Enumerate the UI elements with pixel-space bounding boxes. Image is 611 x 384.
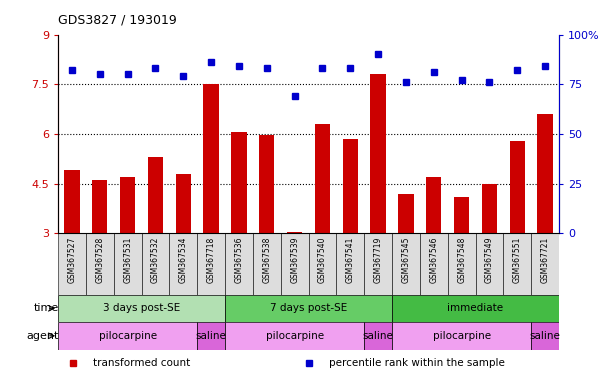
- Bar: [58, 295, 225, 322]
- Bar: [482, 184, 497, 233]
- Bar: [343, 139, 358, 233]
- Text: GSM367721: GSM367721: [541, 237, 550, 283]
- Text: saline: saline: [363, 331, 393, 341]
- Bar: [142, 233, 169, 295]
- Text: transformed count: transformed count: [93, 358, 191, 368]
- Bar: [86, 233, 114, 295]
- Text: saline: saline: [530, 331, 560, 341]
- Text: GSM367539: GSM367539: [290, 237, 299, 283]
- Bar: [392, 322, 531, 349]
- Bar: [120, 177, 135, 233]
- Bar: [58, 233, 86, 295]
- Bar: [392, 295, 559, 322]
- Bar: [225, 322, 364, 349]
- Bar: [454, 197, 469, 233]
- Bar: [364, 322, 392, 349]
- Bar: [92, 180, 108, 233]
- Text: saline: saline: [196, 331, 227, 341]
- Bar: [426, 177, 442, 233]
- Text: GSM367549: GSM367549: [485, 237, 494, 283]
- Bar: [510, 141, 525, 233]
- Text: immediate: immediate: [447, 303, 503, 313]
- Bar: [448, 233, 475, 295]
- Text: agent: agent: [26, 331, 59, 341]
- Text: GSM367548: GSM367548: [457, 237, 466, 283]
- Text: GSM367540: GSM367540: [318, 237, 327, 283]
- Text: 7 days post-SE: 7 days post-SE: [270, 303, 347, 313]
- Bar: [309, 233, 337, 295]
- Text: pilocarpine: pilocarpine: [433, 331, 491, 341]
- Text: GSM367718: GSM367718: [207, 237, 216, 283]
- Text: GSM367532: GSM367532: [151, 237, 160, 283]
- Bar: [253, 233, 280, 295]
- Text: GSM367531: GSM367531: [123, 237, 132, 283]
- Bar: [392, 233, 420, 295]
- Bar: [531, 233, 559, 295]
- Text: GSM367528: GSM367528: [95, 237, 104, 283]
- Text: GSM367534: GSM367534: [179, 237, 188, 283]
- Bar: [280, 233, 309, 295]
- Text: pilocarpine: pilocarpine: [266, 331, 324, 341]
- Text: GSM367527: GSM367527: [67, 237, 76, 283]
- Text: GSM367719: GSM367719: [374, 237, 382, 283]
- Bar: [64, 170, 79, 233]
- Text: GSM367545: GSM367545: [401, 237, 411, 283]
- Bar: [370, 74, 386, 233]
- Bar: [225, 295, 392, 322]
- Text: GSM367536: GSM367536: [235, 237, 243, 283]
- Bar: [58, 322, 197, 349]
- Text: GDS3827 / 193019: GDS3827 / 193019: [58, 14, 177, 27]
- Bar: [197, 322, 225, 349]
- Bar: [232, 132, 247, 233]
- Bar: [203, 84, 219, 233]
- Text: GSM367551: GSM367551: [513, 237, 522, 283]
- Bar: [503, 233, 531, 295]
- Bar: [225, 233, 253, 295]
- Bar: [197, 233, 225, 295]
- Text: percentile rank within the sample: percentile rank within the sample: [329, 358, 505, 368]
- Text: GSM367546: GSM367546: [430, 237, 438, 283]
- Bar: [287, 232, 302, 233]
- Bar: [259, 135, 274, 233]
- Bar: [531, 322, 559, 349]
- Text: GSM367538: GSM367538: [262, 237, 271, 283]
- Bar: [114, 233, 142, 295]
- Bar: [364, 233, 392, 295]
- Bar: [169, 233, 197, 295]
- Text: time: time: [34, 303, 59, 313]
- Bar: [148, 157, 163, 233]
- Bar: [315, 124, 330, 233]
- Bar: [475, 233, 503, 295]
- Bar: [337, 233, 364, 295]
- Bar: [420, 233, 448, 295]
- Text: pilocarpine: pilocarpine: [98, 331, 156, 341]
- Text: 3 days post-SE: 3 days post-SE: [103, 303, 180, 313]
- Text: GSM367541: GSM367541: [346, 237, 355, 283]
- Bar: [175, 174, 191, 233]
- Bar: [538, 114, 553, 233]
- Bar: [398, 194, 414, 233]
